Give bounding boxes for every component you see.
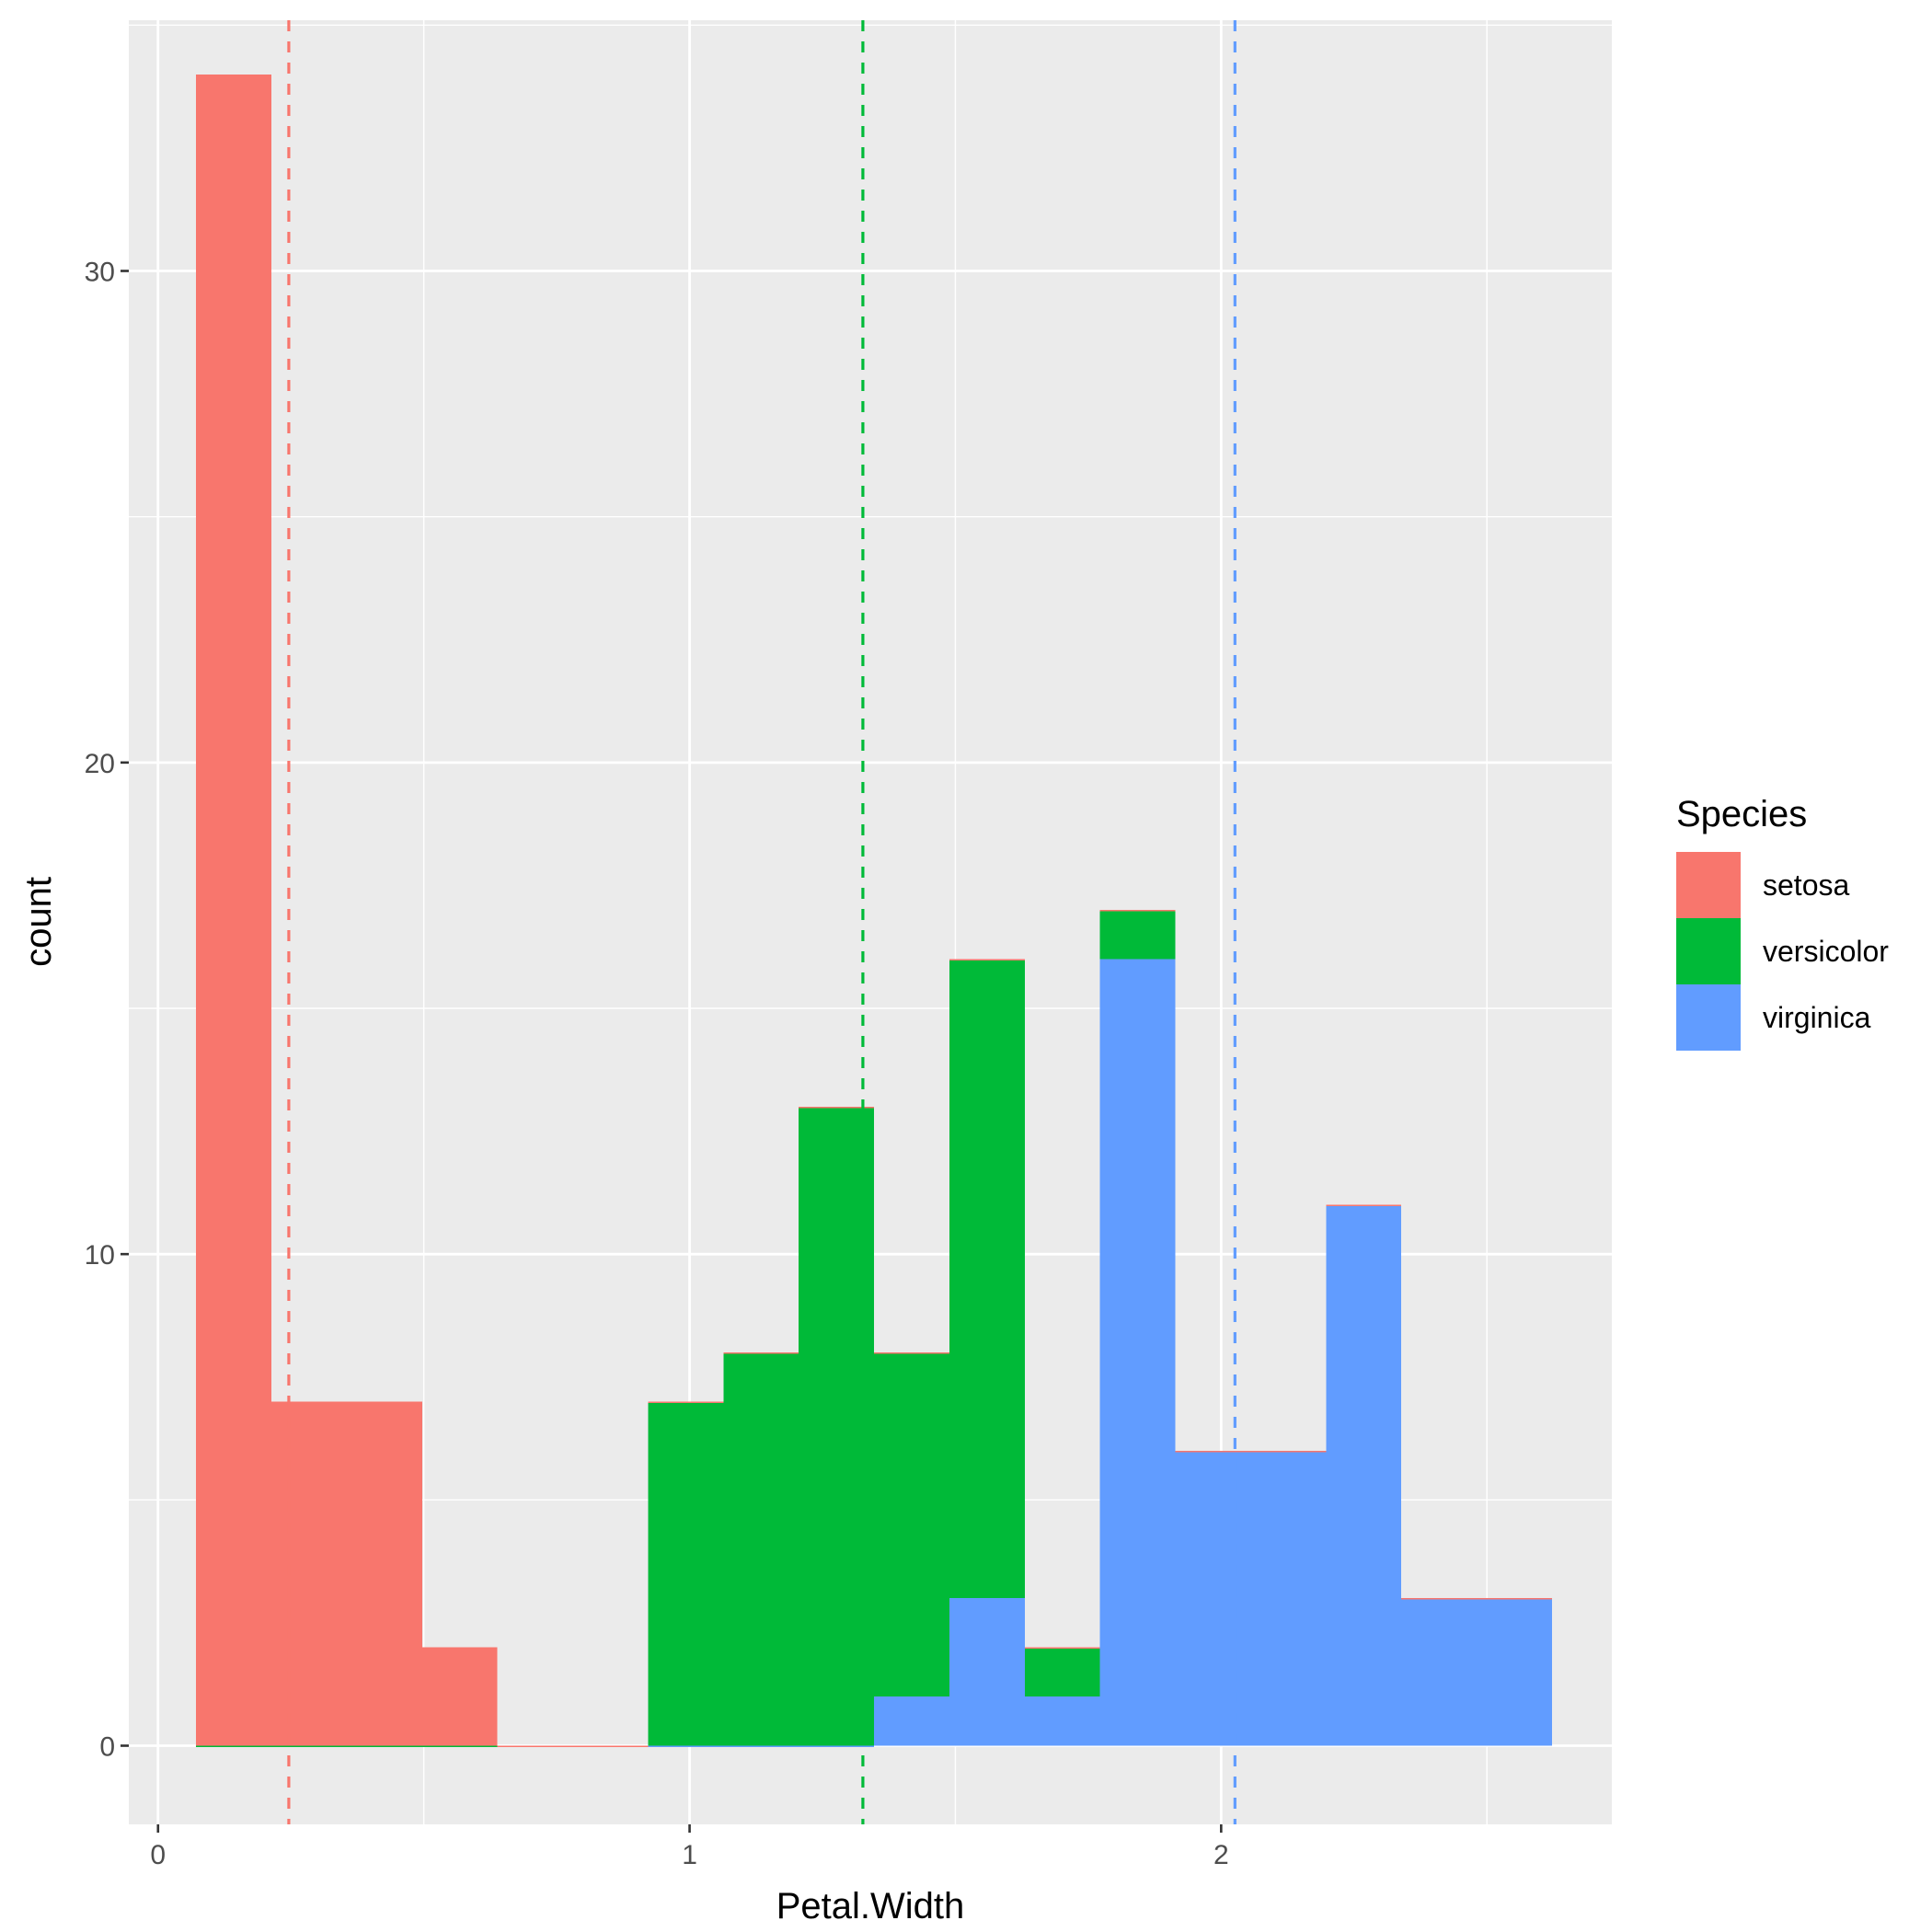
histogram-bars <box>196 74 1552 1748</box>
bar-setosa <box>874 1352 949 1354</box>
y-axis-title: count <box>18 877 59 967</box>
legend-title: Species <box>1676 794 1807 834</box>
bar-setosa <box>723 1352 799 1354</box>
bar-virginica <box>949 1598 1025 1746</box>
legend-label-versicolor: versicolor <box>1763 935 1889 968</box>
bar-setosa <box>799 1106 875 1109</box>
bar-virginica <box>1024 1696 1100 1746</box>
legend: Species setosa versicolor virginica <box>1676 794 1889 1051</box>
x-tick-label: 2 <box>1213 1840 1229 1870</box>
bar-versicolor <box>723 1352 799 1746</box>
legend-label-setosa: setosa <box>1763 868 1849 902</box>
bar-versicolor <box>1024 1647 1100 1697</box>
legend-key-setosa <box>1676 852 1741 918</box>
bar-versicolor <box>421 1745 498 1748</box>
bar-setosa <box>1326 1204 1402 1207</box>
y-tick-label: 0 <box>99 1732 115 1763</box>
bar-setosa <box>572 1745 649 1748</box>
legend-key-versicolor <box>1676 918 1741 984</box>
bar-virginica <box>648 1745 724 1748</box>
bar-virginica <box>1326 1204 1402 1746</box>
bar-virginica <box>1250 1450 1327 1746</box>
bar-versicolor <box>874 1352 949 1697</box>
bar-setosa <box>1099 910 1176 912</box>
bar-versicolor <box>1099 910 1176 960</box>
bar-setosa <box>1175 1450 1251 1453</box>
bar-setosa <box>196 74 272 1746</box>
bar-virginica <box>799 1745 875 1748</box>
bar-versicolor <box>648 1401 724 1746</box>
bar-versicolor <box>196 1745 272 1748</box>
bar-virginica <box>1175 1450 1251 1746</box>
bar-virginica <box>1099 959 1176 1746</box>
x-tick-label: 0 <box>150 1840 166 1870</box>
bar-virginica <box>1401 1598 1478 1746</box>
bar-versicolor <box>271 1745 347 1748</box>
axis-ticks <box>121 270 1223 1833</box>
x-tick-label: 1 <box>682 1840 697 1870</box>
bar-virginica <box>1477 1598 1552 1746</box>
legend-label-virginica: virginica <box>1763 1001 1871 1034</box>
bar-setosa <box>271 1401 347 1746</box>
bar-versicolor <box>949 959 1025 1599</box>
bar-setosa <box>346 1401 422 1746</box>
bar-virginica <box>874 1696 949 1746</box>
bar-setosa <box>1250 1450 1327 1453</box>
mean-lines <box>287 20 1236 1824</box>
bar-setosa <box>1401 1598 1478 1600</box>
y-tick-label: 10 <box>85 1240 115 1271</box>
y-tick-label: 20 <box>85 749 115 779</box>
bar-setosa <box>421 1647 498 1746</box>
bar-setosa <box>1477 1598 1552 1600</box>
bar-setosa <box>497 1745 573 1748</box>
bar-setosa <box>949 959 1025 961</box>
bar-versicolor <box>346 1745 422 1748</box>
bar-virginica <box>723 1745 799 1748</box>
legend-key-virginica <box>1676 984 1741 1051</box>
y-tick-label: 30 <box>85 258 115 288</box>
bar-setosa <box>1024 1647 1100 1650</box>
bar-setosa <box>648 1401 724 1403</box>
x-axis-title: Petal.Width <box>776 1886 965 1926</box>
